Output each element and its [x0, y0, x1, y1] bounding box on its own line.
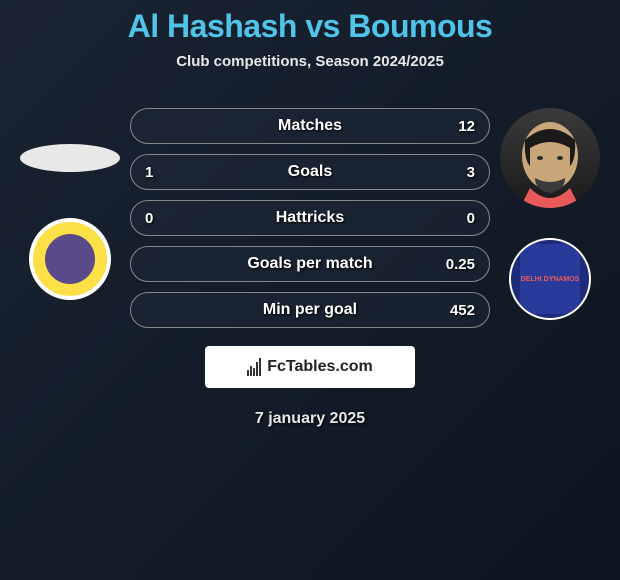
stat-right-value: 452: [450, 302, 475, 319]
player-right-avatar: [500, 108, 600, 208]
stat-row-matches: Matches 12: [130, 108, 490, 144]
stat-label: Min per goal: [131, 301, 489, 319]
stat-left-value: 1: [145, 164, 153, 181]
comparison-infographic: Al Hashash vs Boumous Club competitions,…: [0, 0, 620, 580]
player-left-column: [10, 108, 130, 300]
brand-text: FcTables.com: [267, 358, 373, 376]
brand-box: FcTables.com: [205, 346, 415, 388]
stat-row-goals-per-match: Goals per match 0.25: [130, 246, 490, 282]
bar-chart-icon: [247, 358, 261, 376]
footer-date: 7 january 2025: [255, 410, 365, 428]
stat-left-value: 0: [145, 210, 153, 227]
stat-right-value: 0: [467, 210, 475, 227]
club-right-badge: DELHI DYNAMOS: [509, 238, 591, 320]
page-title: Al Hashash vs Boumous: [128, 8, 493, 45]
page-subtitle: Club competitions, Season 2024/2025: [176, 53, 444, 70]
stats-rows: Matches 12 1 Goals 3 0 Hattricks 0 Goals…: [130, 108, 490, 328]
stat-label: Goals: [131, 163, 489, 181]
stat-right-value: 12: [458, 118, 475, 135]
stat-label: Matches: [131, 117, 489, 135]
stat-label: Hattricks: [131, 209, 489, 227]
player-face-icon: [500, 108, 600, 208]
stat-row-hattricks: 0 Hattricks 0: [130, 200, 490, 236]
club-right-text: DELHI DYNAMOS: [520, 244, 580, 314]
stat-row-min-per-goal: Min per goal 452: [130, 292, 490, 328]
stat-label: Goals per match: [131, 255, 489, 273]
stat-right-value: 3: [467, 164, 475, 181]
player-left-avatar: [20, 144, 120, 172]
stat-right-value: 0.25: [446, 256, 475, 273]
club-left-badge: [29, 218, 111, 300]
player-right-column: DELHI DYNAMOS: [490, 108, 610, 320]
stat-row-goals: 1 Goals 3: [130, 154, 490, 190]
stats-area: Matches 12 1 Goals 3 0 Hattricks 0 Goals…: [0, 108, 620, 328]
